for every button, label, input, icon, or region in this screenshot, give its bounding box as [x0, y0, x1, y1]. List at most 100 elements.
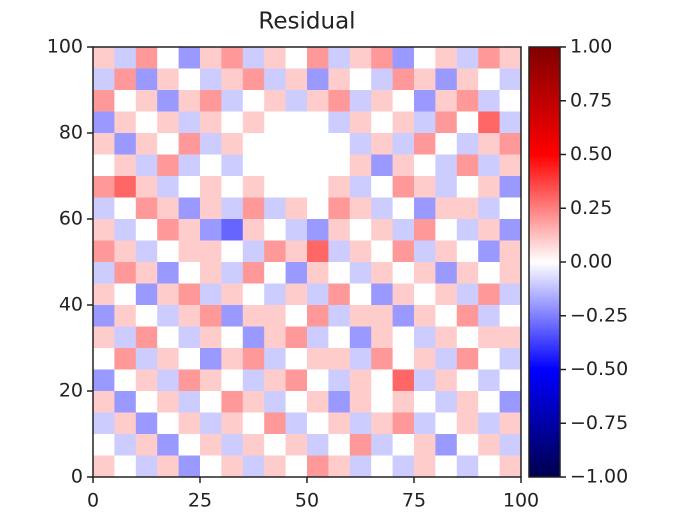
heatmap-cell	[221, 391, 244, 413]
heatmap-cell	[114, 369, 137, 392]
heatmap-cell	[114, 47, 137, 69]
heatmap-cell	[392, 369, 415, 392]
heatmap-cell	[349, 262, 372, 284]
heatmap-cell	[178, 47, 201, 69]
heatmap-cell	[135, 305, 158, 327]
heatmap-cell	[456, 434, 479, 456]
heatmap-cell	[114, 240, 137, 263]
heatmap-cell	[285, 348, 308, 370]
heatmap-cell	[307, 326, 329, 349]
heatmap-cell	[392, 111, 415, 134]
heatmap-cell	[157, 240, 180, 263]
heatmap-cell	[178, 283, 201, 306]
heatmap-cell	[264, 434, 287, 456]
heatmap-cell	[135, 240, 158, 263]
heatmap-cell	[414, 348, 436, 370]
heatmap-cell	[307, 154, 329, 177]
heatmap-cell	[242, 90, 265, 112]
heatmap-cell	[435, 283, 458, 306]
heatmap-cell	[456, 68, 479, 91]
heatmap-cell	[93, 391, 115, 413]
heatmap-cell	[242, 369, 265, 392]
heatmap-cell	[285, 154, 308, 177]
heatmap-cell	[157, 197, 180, 220]
heatmap-cell	[392, 47, 415, 69]
heatmap-cell	[435, 348, 458, 370]
heatmap-cell	[435, 133, 458, 155]
heatmap-cell	[328, 283, 351, 306]
heatmap-cell	[499, 47, 522, 69]
heatmap-cell	[93, 434, 115, 456]
heatmap-cell	[264, 283, 287, 306]
heatmap-cell	[178, 240, 201, 263]
heatmap-cell	[499, 391, 522, 413]
heatmap-cell	[499, 90, 522, 112]
heatmap-cell	[456, 412, 479, 435]
heatmap-cell	[178, 262, 201, 284]
heatmap-cell	[371, 455, 394, 478]
heatmap-cell	[114, 348, 137, 370]
heatmap-cell	[264, 262, 287, 284]
heatmap-cell	[435, 90, 458, 112]
heatmap-cell	[499, 133, 522, 155]
heatmap-cell	[264, 455, 287, 478]
heatmap-cell	[478, 68, 501, 91]
heatmap-cell	[135, 455, 158, 478]
heatmap-cell	[392, 348, 415, 370]
heatmap-cell	[349, 176, 372, 198]
heatmap-cell	[93, 111, 115, 134]
heatmap-cell	[414, 176, 436, 198]
heatmap-cell	[242, 154, 265, 177]
heatmap-cell	[499, 348, 522, 370]
colorbar-tick-label: 1.00	[570, 36, 612, 58]
colorbar-tick-label: −1.00	[570, 466, 628, 488]
heatmap-cell	[242, 455, 265, 478]
heatmap-cell	[414, 219, 436, 241]
heatmap-cell	[414, 47, 436, 69]
heatmap-cell	[307, 283, 329, 306]
heatmap-cell	[499, 111, 522, 134]
heatmap-cell	[456, 348, 479, 370]
heatmap-cell	[135, 47, 158, 69]
heatmap-cell	[307, 111, 329, 134]
heatmap	[93, 47, 522, 478]
heatmap-cell	[349, 68, 372, 91]
heatmap-cell	[478, 369, 501, 392]
heatmap-cell	[456, 369, 479, 392]
heatmap-cell	[414, 68, 436, 91]
heatmap-cell	[135, 219, 158, 241]
heatmap-cell	[328, 455, 351, 478]
heatmap-cell	[157, 90, 180, 112]
heatmap-cell	[307, 90, 329, 112]
heatmap-cell	[414, 434, 436, 456]
heatmap-cell	[328, 176, 351, 198]
heatmap-cell	[178, 348, 201, 370]
heatmap-cell	[349, 434, 372, 456]
x-tick-label: 25	[188, 490, 212, 512]
heatmap-cell	[285, 434, 308, 456]
heatmap-cell	[221, 412, 244, 435]
heatmap-cell	[392, 412, 415, 435]
heatmap-cell	[392, 68, 415, 91]
heatmap-cell	[93, 68, 115, 91]
heatmap-cell	[285, 455, 308, 478]
heatmap-cell	[328, 305, 351, 327]
heatmap-cell	[371, 90, 394, 112]
heatmap-cell	[285, 111, 308, 134]
heatmap-cell	[200, 283, 222, 306]
heatmap-cell	[456, 283, 479, 306]
heatmap-cell	[456, 305, 479, 327]
heatmap-cell	[499, 434, 522, 456]
heatmap-cell	[349, 391, 372, 413]
heatmap-cell	[200, 305, 222, 327]
heatmap-cell	[178, 412, 201, 435]
heatmap-cell	[456, 219, 479, 241]
heatmap-cell	[178, 326, 201, 349]
x-tick-label: 0	[87, 490, 99, 512]
heatmap-cell	[178, 176, 201, 198]
heatmap-cell	[114, 262, 137, 284]
heatmap-cell	[456, 262, 479, 284]
heatmap-cell	[328, 68, 351, 91]
heatmap-cell	[499, 197, 522, 220]
heatmap-cell	[328, 90, 351, 112]
